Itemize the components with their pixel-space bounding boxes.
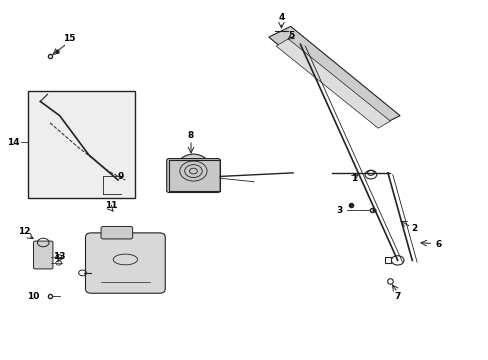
Text: 15: 15 [63, 35, 76, 44]
Text: 14: 14 [7, 138, 20, 147]
Text: 10: 10 [27, 292, 39, 301]
Text: 3: 3 [336, 206, 342, 215]
Text: 13: 13 [53, 252, 66, 261]
FancyBboxPatch shape [85, 233, 165, 293]
Polygon shape [276, 39, 389, 128]
Text: 12: 12 [19, 227, 31, 236]
FancyBboxPatch shape [33, 241, 53, 269]
Text: 5: 5 [287, 31, 294, 40]
Text: 1: 1 [350, 174, 357, 183]
Text: 2: 2 [411, 224, 417, 233]
FancyBboxPatch shape [166, 158, 220, 193]
Text: 7: 7 [394, 292, 400, 301]
Text: 11: 11 [104, 201, 117, 210]
Polygon shape [268, 26, 399, 126]
Text: 8: 8 [187, 131, 194, 140]
Text: 6: 6 [435, 240, 441, 249]
Ellipse shape [175, 154, 211, 188]
Text: 4: 4 [278, 13, 284, 22]
Bar [28, 91, 135, 198]
FancyBboxPatch shape [101, 226, 132, 239]
Text: 9: 9 [117, 172, 123, 181]
